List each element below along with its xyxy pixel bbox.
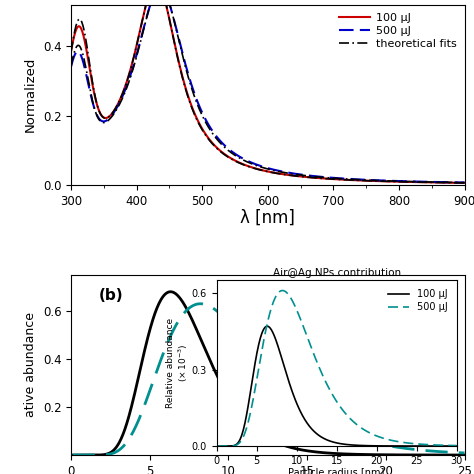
Legend: 100 μJ, 500 μJ, theoretical fits: 100 μJ, 500 μJ, theoretical fits [335, 8, 461, 54]
500 μJ [462, 180, 467, 185]
theoretical fits [327, 176, 333, 182]
500 μJ [327, 175, 333, 181]
theoretical fits [68, 49, 74, 55]
500 μJ [180, 51, 185, 56]
100 μJ [180, 74, 185, 80]
Y-axis label: ative abundance: ative abundance [24, 312, 37, 418]
theoretical fits [193, 115, 199, 121]
100 μJ [193, 114, 199, 120]
100 μJ [327, 176, 333, 182]
Text: (b): (b) [99, 288, 123, 302]
Line: theoretical fits: theoretical fits [71, 0, 465, 183]
500 μJ [68, 64, 74, 69]
500 μJ [375, 177, 381, 183]
theoretical fits [375, 178, 381, 184]
100 μJ [462, 180, 467, 186]
100 μJ [375, 178, 381, 184]
Y-axis label: Normalized: Normalized [24, 57, 37, 133]
500 μJ [165, 0, 171, 2]
theoretical fits [423, 180, 429, 185]
100 μJ [68, 48, 74, 54]
Line: 100 μJ: 100 μJ [71, 0, 465, 183]
theoretical fits [180, 75, 185, 81]
100 μJ [165, 10, 171, 16]
500 μJ [193, 95, 199, 101]
theoretical fits [462, 180, 467, 186]
X-axis label: λ [nm]: λ [nm] [240, 209, 295, 227]
Line: 500 μJ: 500 μJ [71, 0, 465, 182]
theoretical fits [165, 9, 171, 15]
500 μJ [423, 179, 429, 185]
100 μJ [423, 180, 429, 185]
